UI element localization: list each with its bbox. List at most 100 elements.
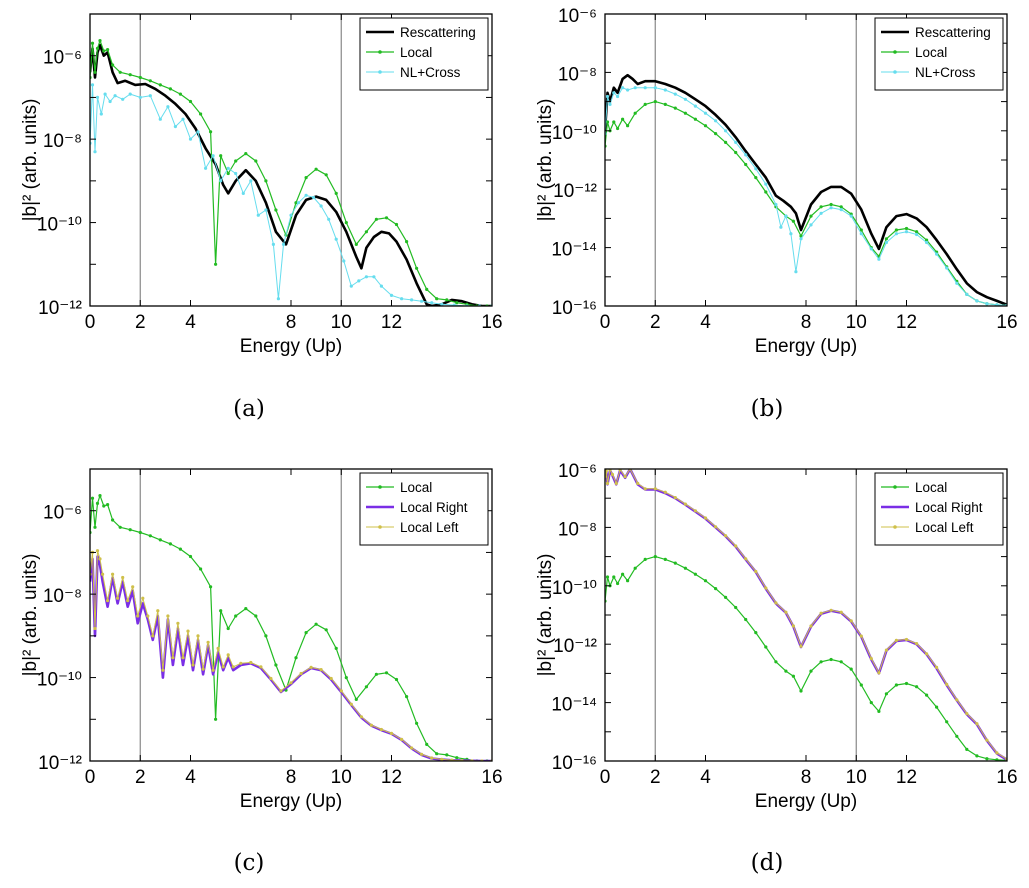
- panel-b-data-point: [633, 111, 637, 115]
- panel-b-data-point: [995, 303, 999, 306]
- panel-c-data-point: [166, 614, 170, 618]
- panel-d-data-point: [683, 566, 687, 570]
- panel-a-data-point: [425, 287, 429, 291]
- panel-a-data-point: [234, 171, 238, 176]
- panel-c-data-point: [95, 501, 100, 505]
- panel-b-data-point: [819, 205, 823, 209]
- panel-a-legend-marker: [378, 70, 382, 74]
- panel-b-caption: (b): [750, 396, 784, 422]
- panel-c-data-point: [219, 609, 223, 613]
- panel-d-data-point: [621, 572, 625, 576]
- panel-d-data-point: [724, 534, 728, 538]
- panel-a-data-point: [334, 191, 338, 195]
- panel-c-data-point: [324, 628, 328, 632]
- panel-b-legend-label: NL+Cross: [915, 65, 976, 80]
- panel-c-data-point: [334, 646, 338, 650]
- panel-d-data-point: [653, 555, 657, 559]
- panel-c-data-point: [178, 547, 182, 551]
- panel-d-data-point: [869, 657, 873, 661]
- panel-c-legend-marker: [378, 485, 382, 489]
- panel-d-data-point: [945, 720, 949, 724]
- panel-a-x-tick-label: 8: [286, 312, 297, 333]
- panel-c-data-point: [279, 689, 283, 693]
- panel-d-y-tick-label: 10⁻⁸: [558, 519, 597, 540]
- panel-c-data-point: [239, 661, 243, 665]
- panel-d-data-point: [819, 660, 823, 664]
- panel-b-data-point: [791, 219, 795, 223]
- panel-c-data-point: [199, 567, 203, 571]
- panel-d-chart: 0 2 4 8 10 12 16 10⁻⁶ 10⁻⁸ 10⁻¹⁰ 10⁻¹² 10⁻¹⁴ 10⁻¹⁶ En…: [535, 461, 1018, 812]
- panel-a-data-point: [211, 154, 215, 158]
- panel-c-data-point: [226, 626, 230, 631]
- panel-a-legend-label: Rescattering: [400, 25, 476, 40]
- panel-c-data-point: [400, 737, 404, 741]
- panel-a-data-point: [304, 193, 308, 197]
- panel-b-data-point: [829, 206, 833, 210]
- panel-b-data-point: [653, 100, 657, 104]
- panel-d-y-tick-label: 10⁻¹⁴: [551, 695, 597, 716]
- panel-d-data-point: [643, 487, 647, 491]
- panel-a-x-tick-label: 16: [481, 312, 502, 333]
- panel-c-data-point: [354, 697, 358, 701]
- panel-c-data-point: [394, 677, 399, 682]
- panel-b-y-tick-label: 10⁻¹⁴: [551, 240, 597, 261]
- panel-d-data-point: [894, 638, 898, 642]
- panel-b-data-point: [621, 117, 625, 121]
- panel-c-chart: 0 2 4 8 10 12 16 10⁻⁶ 10⁻⁸ 10⁻¹⁰ 10⁻¹² Energy (Up) |…: [20, 468, 503, 812]
- panel-a-data-point: [410, 298, 414, 302]
- panel-d-data-point: [614, 481, 618, 485]
- panel-d-legend: Local Local Right Local Left: [874, 472, 1004, 546]
- panel-c-legend: Local Local Right Local Left: [359, 472, 489, 546]
- panel-c-data-point: [106, 503, 110, 507]
- panel-b-data-point: [829, 202, 833, 207]
- panel-b-x-tick-label: 0: [600, 312, 611, 333]
- panel-b-data-point: [616, 126, 620, 131]
- panel-d-data-point: [724, 595, 728, 599]
- panel-a-legend-marker: [378, 50, 382, 54]
- panel-c-data-point: [186, 629, 190, 633]
- panel-b-data-point: [663, 88, 667, 92]
- panel-b-data-point: [789, 232, 793, 236]
- panel-c-series-line: [90, 494, 492, 761]
- panel-b-data-point: [985, 302, 989, 306]
- panel-c-x-tick-label: 4: [185, 767, 196, 788]
- panel-d-data-point: [975, 722, 979, 726]
- panel-b-x-tick-label: 10: [846, 312, 867, 333]
- panel-b-data-point: [626, 124, 630, 128]
- panel-c-data-point: [244, 607, 248, 611]
- panel-a-data-point: [312, 195, 316, 200]
- panel-c-y-tick-label: 10⁻¹⁰: [37, 670, 82, 691]
- panel-d-data-point: [623, 475, 627, 479]
- panel-b-data-point: [859, 228, 863, 232]
- panel-b-data-point: [799, 234, 803, 238]
- panel-b-legend-label: Rescattering: [915, 25, 991, 40]
- panel-b-y-tick-label: 10⁻⁸: [558, 64, 597, 85]
- panel-b-data-point: [975, 299, 979, 303]
- panel-b-data-point: [714, 119, 718, 123]
- panel-d-data-point: [754, 569, 758, 574]
- panel-d-data-point: [605, 481, 610, 485]
- panel-c-data-point: [93, 626, 97, 631]
- panel-a-data-point: [394, 222, 399, 227]
- panel-a-data-point: [334, 237, 338, 241]
- panel-c-legend-label: Local Left: [400, 520, 459, 535]
- panel-b-data-point: [869, 247, 873, 251]
- panel-d-x-tick-label: 2: [650, 767, 661, 788]
- panel-d-data-point: [985, 738, 989, 742]
- panel-d-data-point: [774, 660, 778, 664]
- panel-b-data-point: [673, 92, 677, 96]
- panel-a-data-point: [241, 191, 245, 195]
- panel-a-data-point: [93, 150, 97, 154]
- panel-d-data-point: [859, 683, 863, 687]
- panel-d-data-point: [612, 575, 616, 579]
- panel-d-data-point: [995, 751, 999, 755]
- panel-c-data-point: [214, 717, 218, 721]
- panel-b-x-tick-label: 8: [801, 312, 812, 333]
- panel-c-y-tick-label: 10⁻⁸: [43, 586, 82, 607]
- panel-c-data-point: [151, 634, 155, 638]
- panel-a-data-point: [354, 242, 358, 246]
- panel-a-y-tick-label: 10⁻¹²: [38, 298, 82, 319]
- panel-c-x-tick-label: 12: [381, 767, 402, 788]
- panel-d-data-point: [605, 469, 608, 473]
